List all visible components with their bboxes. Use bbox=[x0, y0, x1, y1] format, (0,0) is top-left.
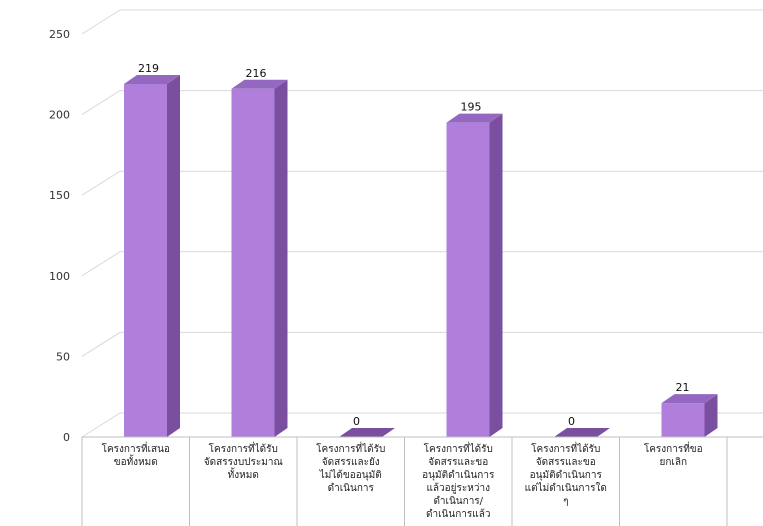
bar-side bbox=[704, 394, 718, 437]
bar-side bbox=[274, 79, 288, 438]
gridline-200 bbox=[81, 90, 763, 116]
bar-front bbox=[446, 122, 490, 437]
bar-5 bbox=[554, 428, 610, 437]
data-label: 0 bbox=[568, 415, 575, 428]
data-labels: 219 216 0 195 0 21 bbox=[138, 62, 690, 428]
data-label: 216 bbox=[246, 67, 267, 80]
category-axis: โครงการที่เสนอขอทั้งหมด โครงการที่ได้รับจ… bbox=[81, 436, 763, 526]
gridline-150 bbox=[81, 170, 763, 196]
gridline-250 bbox=[81, 9, 763, 35]
category-label: โครงการที่ได้รับจัดสรรและขออนุมัติดำเนิน… bbox=[422, 441, 495, 520]
bar-top bbox=[231, 79, 288, 89]
category-label: โครงการที่เสนอขอทั้งหมด bbox=[102, 441, 170, 468]
bar-flat bbox=[339, 428, 395, 437]
bar-top bbox=[446, 113, 503, 123]
bar-series bbox=[124, 74, 718, 438]
y-tick-label: 150 bbox=[49, 189, 70, 202]
bar-front bbox=[231, 88, 275, 438]
bar-front bbox=[661, 403, 705, 437]
gridline-0 bbox=[81, 412, 763, 438]
bar-flat bbox=[554, 428, 610, 437]
bar-side bbox=[167, 74, 180, 438]
bar-2 bbox=[231, 79, 288, 438]
gridline-100 bbox=[81, 251, 763, 277]
bar-1 bbox=[124, 74, 180, 438]
bar-front bbox=[124, 83, 167, 438]
data-label: 195 bbox=[461, 101, 482, 114]
y-tick-label: 50 bbox=[56, 350, 70, 363]
bar-side bbox=[489, 113, 503, 437]
data-label: 21 bbox=[676, 381, 690, 394]
y-tick-label: 0 bbox=[63, 431, 70, 444]
bar-4 bbox=[446, 113, 503, 437]
data-label: 219 bbox=[138, 62, 159, 75]
bar-top bbox=[124, 74, 180, 84]
y-axis-ticks: 0 50 100 150 200 250 bbox=[49, 28, 70, 444]
category-label: โครงการที่ได้รับจัดสรรและขออนุมัติดำเนิน… bbox=[525, 441, 607, 507]
bar-6 bbox=[661, 394, 718, 437]
category-label: โครงการที่ได้รับจัดสรรงบประมาณทั้งหมด bbox=[204, 441, 283, 481]
y-tick-label: 100 bbox=[49, 270, 70, 283]
y-tick-label: 200 bbox=[49, 109, 70, 122]
gridline-50 bbox=[81, 331, 763, 357]
category-label: โครงการที่ขอยกเลิก bbox=[644, 441, 703, 468]
y-tick-label: 250 bbox=[49, 28, 70, 41]
bar-3 bbox=[339, 428, 395, 437]
chart-grid bbox=[81, 9, 763, 438]
data-label: 0 bbox=[353, 415, 360, 428]
category-label: โครงการที่ได้รับจัดสรรและยังไม่ได้ขออนุม… bbox=[316, 441, 385, 494]
bar-top bbox=[661, 394, 718, 404]
